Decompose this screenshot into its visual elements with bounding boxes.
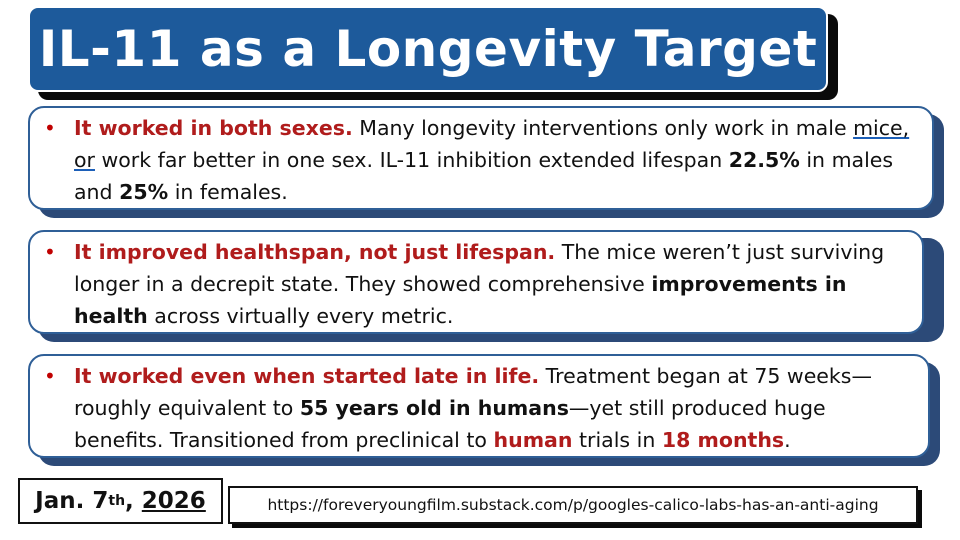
- point-card-sexes: • It worked in both sexes. Many longevit…: [28, 106, 934, 210]
- point-card-healthspan: • It improved healthspan, not just lifes…: [28, 230, 924, 334]
- point-text-underlined: mice, or: [74, 116, 910, 172]
- point-red: human: [493, 428, 573, 452]
- page-title: IL-11 as a Longevity Target: [38, 20, 818, 78]
- point-bold: 25%: [119, 180, 169, 204]
- point-text: across virtually every metric.: [147, 304, 454, 328]
- point-lead: It worked even when started late in life…: [74, 364, 540, 388]
- point-text: in females.: [168, 180, 288, 204]
- date-comma: ,: [125, 488, 134, 514]
- point-lead: It worked in both sexes.: [74, 116, 353, 140]
- date-year: 2026: [141, 488, 206, 514]
- title-banner: IL-11 as a Longevity Target: [28, 6, 828, 92]
- point-text: .: [784, 428, 791, 452]
- point-lead: It improved healthspan, not just lifespa…: [74, 240, 556, 264]
- point-red: 18 months: [661, 428, 785, 452]
- point-text: —yet still produced huge benefits. Trans…: [74, 396, 826, 452]
- point-text: Many longevity interventions only work i…: [352, 116, 854, 140]
- point-text: The mice weren’t just surviving longer i…: [74, 240, 885, 296]
- point-bold: 22.5%: [728, 148, 800, 172]
- source-url-box: https://foreveryoungfilm.substack.com/p/…: [228, 486, 918, 524]
- point-text: work far better in one sex. IL-11 inhibi…: [94, 148, 729, 172]
- bullet-marker: •: [44, 116, 56, 140]
- point-text: trials in: [572, 428, 662, 452]
- bullet-marker: •: [44, 364, 56, 388]
- point-bold: 55 years old in humans: [299, 396, 569, 420]
- point-text: Treatment began at 75 weeks—roughly equi…: [74, 364, 872, 420]
- point-card-late-start: • It worked even when started late in li…: [28, 354, 930, 458]
- point-text: in males and: [74, 148, 894, 204]
- bullet-marker: •: [44, 240, 56, 264]
- source-url[interactable]: https://foreveryoungfilm.substack.com/p/…: [267, 496, 879, 514]
- date-month-day: Jan. 7: [35, 488, 109, 514]
- point-bold: improvements in health: [74, 272, 847, 328]
